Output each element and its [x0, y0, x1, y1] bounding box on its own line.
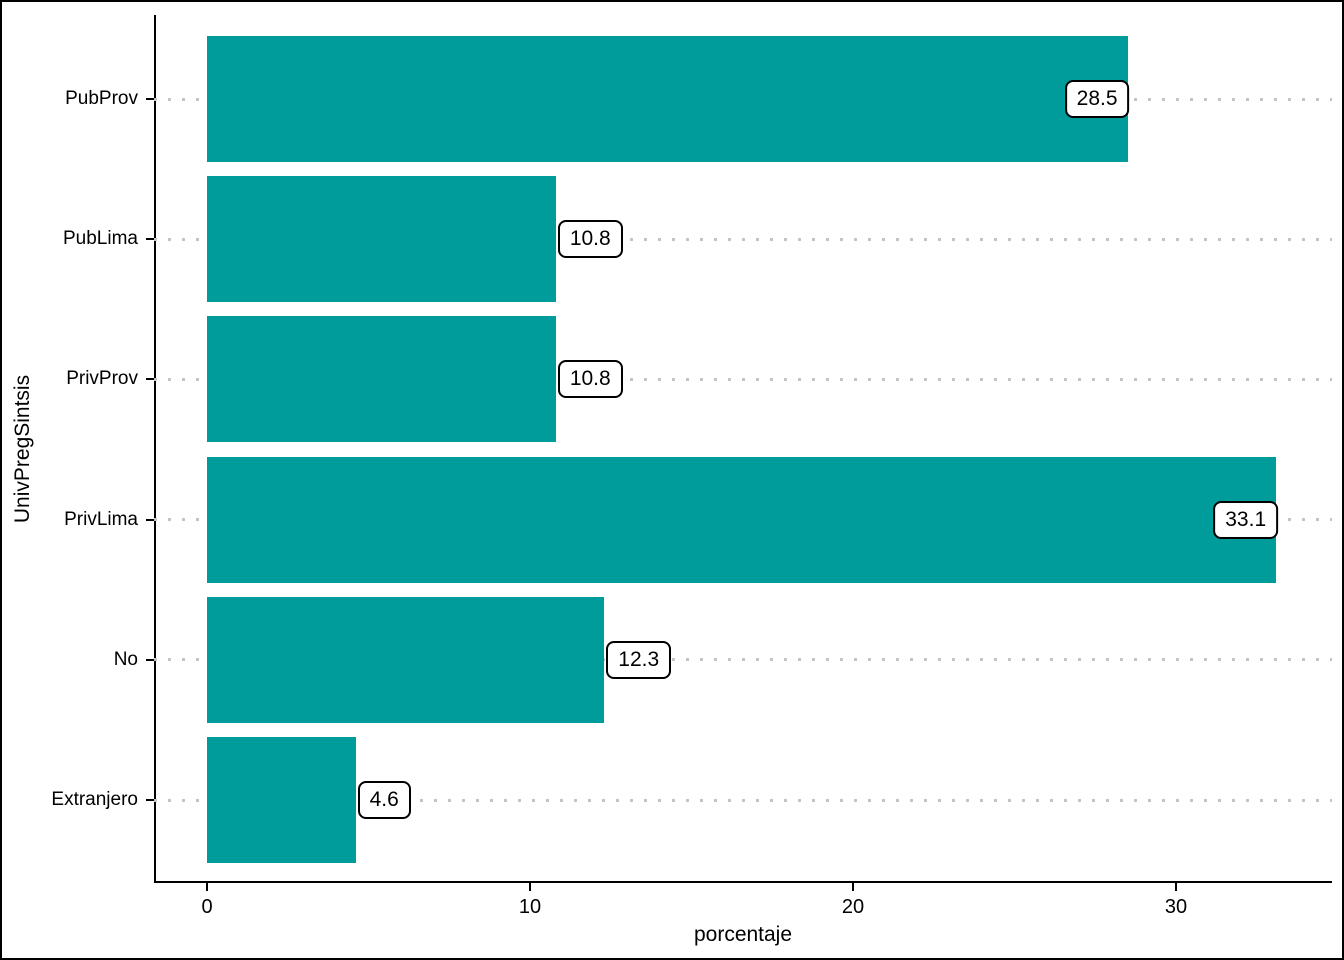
bar-value-label: 4.6: [357, 781, 411, 819]
y-axis-tick-mark: [146, 658, 154, 661]
bar-value-label: 33.1: [1213, 500, 1279, 539]
y-axis-tick-mark: [146, 799, 154, 801]
y-axis-tick-mark: [146, 518, 154, 521]
x-axis-tick-mark: [206, 883, 208, 891]
y-axis-tick-label: Extranjero: [51, 789, 138, 810]
x-axis-tick-label: 10: [518, 896, 542, 918]
bar-value-label: 10.8: [557, 360, 623, 399]
x-axis-tick-mark: [852, 883, 854, 891]
x-axis-tick-mark: [1175, 883, 1177, 891]
y-axis-tick-mark: [146, 98, 154, 100]
bar-value-label: 12.3: [606, 640, 672, 679]
y-axis-tick-mark: [146, 378, 154, 381]
y-axis-title: UnivPregSintsis: [11, 374, 34, 524]
plot-panel: [154, 15, 1332, 883]
x-axis-tick-mark: [529, 883, 531, 891]
bar: [207, 596, 605, 723]
y-axis-tick-label: PrivProv: [66, 368, 138, 390]
bar: [207, 737, 356, 863]
y-axis-tick-label: PrivLima: [64, 508, 138, 530]
x-axis-tick-label: 30: [1164, 896, 1188, 918]
x-axis-title: porcentaje: [693, 923, 793, 946]
y-axis-tick-label: PubLima: [63, 228, 138, 250]
y-axis-tick-label: No: [113, 648, 138, 670]
y-axis-tick-mark: [146, 238, 154, 241]
bar-value-label: 28.5: [1064, 80, 1130, 118]
x-axis-tick-label: 20: [841, 896, 865, 918]
bar: [207, 456, 1277, 583]
gridline: [154, 798, 1332, 802]
bar: [207, 316, 556, 443]
gridline: [154, 237, 1332, 241]
bar: [207, 176, 556, 303]
bar: [207, 36, 1128, 162]
bar-value-label: 10.8: [557, 220, 623, 259]
x-axis-tick-label: 0: [201, 896, 213, 918]
y-axis-tick-label: PubProv: [65, 88, 138, 109]
gridline: [154, 658, 1332, 662]
gridline: [154, 377, 1332, 381]
